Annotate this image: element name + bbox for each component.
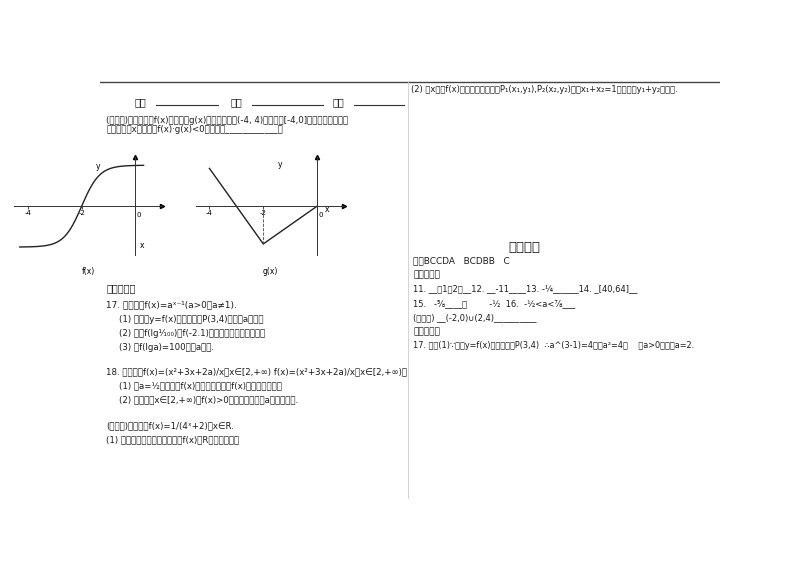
Text: 班级: 班级 [230,98,242,108]
Text: (2) 设x函数f(x)的图像上任意两点P₁(x₁,y₁),P₂(x₂,y₂)，若x₁+x₂=1，求证：y₁+y₂是定値.: (2) 设x函数f(x)的图像上任意两点P₁(x₁,y₁),P₂(x₂,y₂)，… [411,85,678,94]
Text: 0: 0 [137,212,142,218]
Text: 11. __（1，2）__12. __-11____13. -¼______14. _[40,64]__: 11. __（1，2）__12. __-11____13. -¼______14… [413,284,638,293]
Text: -½  16.  -½<a<⅞___: -½ 16. -½<a<⅞___ [485,299,576,309]
Text: (3) 若f(lga)=100，求a的値.: (3) 若f(lga)=100，求a的値. [118,343,214,352]
Text: 一、BCCDA   BCDBB   C: 一、BCCDA BCDBB C [413,256,510,265]
Text: 17. 已知函数f(x)=aˣ⁻¹(a>0且a≠1).: 17. 已知函数f(x)=aˣ⁻¹(a>0且a≠1). [106,301,237,310]
Text: (2) 若对任意x∈[2,+∞)，f(x)>0恒成立，求实数a的取値范围.: (2) 若对任意x∈[2,+∞)，f(x)>0恒成立，求实数a的取値范围. [118,396,298,404]
Text: g(x): g(x) [262,267,278,276]
Text: 姓名: 姓名 [134,98,146,108]
Text: (选做题)已知函数f(x)=1/(4ˣ+2)，x∈R.: (选做题)已知函数f(x)=1/(4ˣ+2)，x∈R. [106,421,234,430]
Text: y: y [96,162,100,171]
Text: (1) 若函数y=f(x)的图象经过P(3,4)点，求a的値；: (1) 若函数y=f(x)的图象经过P(3,4)点，求a的値； [118,315,263,324]
Text: y: y [278,160,282,169]
Text: (1) 利用函数单调性定义证明：f(x)是R上的减函数；: (1) 利用函数单调性定义证明：f(x)是R上的减函数； [106,436,239,445]
Text: 三、解答题: 三、解答题 [413,327,440,336]
Text: 图，则关于x的不等式f(x)·g(x)<0的解集是____________。: 图，则关于x的不等式f(x)·g(x)<0的解集是____________。 [106,125,283,134]
Text: (1) 当a=½时，证明f(x)的单调性，并求f(x)的最小値；。。: (1) 当a=½时，证明f(x)的单调性，并求f(x)的最小値；。。 [118,381,282,390]
Text: 18. 已知函数f(x)=(x²+3x+2a)/x，x∈[2,+∞) f(x)=(x²+3x+2a)/x，x∈[2,+∞)，: 18. 已知函数f(x)=(x²+3x+2a)/x，x∈[2,+∞) f(x)=… [106,367,407,376]
Text: 三、解答题: 三、解答题 [106,283,135,293]
Text: x: x [140,241,145,250]
Text: x: x [325,205,330,214]
Text: f(x): f(x) [82,267,95,276]
Text: (选做题) __(-2,0)∪(2,4)__________: (选做题) __(-2,0)∪(2,4)__________ [413,313,537,322]
Text: 17. 解：(1)∵函数y=f(x)的图象经过P(3,4)  ∴a^(3-1)=4，即a²=4，    又a>0，所以a=2.: 17. 解：(1)∵函数y=f(x)的图象经过P(3,4) ∴a^(3-1)=4… [413,341,694,350]
Text: (选做题)已知偶函数f(x)和奇函数g(x)的定义域都是(-4, 4)，它们在[-4,0]上的图象分别如下: (选做题)已知偶函数f(x)和奇函数g(x)的定义域都是(-4, 4)，它们在[… [106,116,348,125]
Text: 号数: 号数 [333,98,344,108]
Text: 参考答案: 参考答案 [509,241,541,254]
Text: (2) 比较f(lg¹⁄₁₀₀)与f(-2.1)大小，并写出比较过程；: (2) 比较f(lg¹⁄₁₀₀)与f(-2.1)大小，并写出比较过程； [118,329,265,338]
Text: 二、填空题: 二、填空题 [413,270,440,279]
Text: 15.   -⅝____，: 15. -⅝____， [413,299,467,309]
Text: 0: 0 [318,212,323,218]
